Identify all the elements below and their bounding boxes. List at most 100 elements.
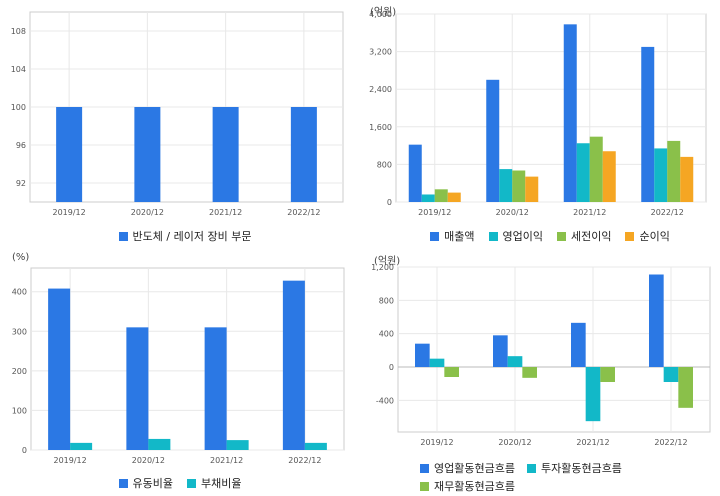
legend-label: 부채비율 [201,477,242,490]
unit-label: (억원) [370,7,397,18]
legend-label: 영업이익 [502,230,543,243]
legend-swatch [526,463,536,473]
y-tick-label: 400 [12,288,27,297]
y-tick-label: 108 [11,27,26,36]
y-tick-label: 100 [11,103,26,112]
y-tick-label: 0 [389,363,394,372]
chart-segment-revenue: 92 96 100 104 108 2019/12 2020/12 2021/12 2022/1… [0,0,360,248]
bar [571,322,586,367]
legend-label: 반도체 / 레이저 장비 부문 [132,230,252,243]
legend-item[interactable]: 순이익 [625,228,670,244]
bar [56,107,83,202]
y-tick-label: 0 [387,198,392,207]
x-tick-label: 2022/12 [654,438,687,447]
legend-item[interactable]: 반도체 / 레이저 장비 부문 [118,228,252,244]
bar [408,144,422,202]
legend-item[interactable]: 투자활동현금흐름 [526,460,622,476]
bar [680,156,694,202]
x-tick-label: 2019/12 [418,208,451,217]
y-tick-label: 800 [377,160,392,169]
bar [667,140,681,202]
legend-label: 세전이익 [571,230,612,243]
x-tick-label: 2020/12 [496,208,529,217]
y-tick-label: 2,400 [369,85,392,94]
chart-cashflow: (억원) -400 0 400 800 1,200 2019/12 2020/12 2021/… [360,248,720,496]
legend-item[interactable]: 매출액 [430,228,475,244]
x-tick-label: 2019/12 [54,456,87,465]
bar [421,194,435,202]
legend-swatch [625,231,635,241]
bar [212,107,239,202]
legend-swatch [187,478,196,488]
chart-legend: 매출액 영업이익 세전이익 순이익 [390,228,710,244]
bar [282,280,305,450]
bar [649,274,664,367]
y-tick-label: 96 [16,141,26,150]
y-tick-label: 200 [12,367,27,376]
legend-item[interactable]: 유동비율 [118,475,173,491]
x-tick-label: 2022/12 [287,208,320,217]
chart-plot: 92 96 100 104 108 2019/12 2020/12 2021/12 2022/1… [11,11,344,217]
x-tick-label: 2020/12 [132,456,165,465]
y-tick-label: 4,000 [369,10,392,19]
x-tick-label: 2019/12 [53,208,86,217]
legend-item[interactable]: 세전이익 [557,228,611,244]
bar [444,367,459,377]
bar [576,143,590,202]
bar [70,442,93,450]
legend-swatch [118,478,128,488]
legend-swatch [488,231,498,241]
chart-plot: 0 100 200 300 400 2019/12 2020/12 2021/12 2022/1… [12,267,345,465]
unit-label: (%) [12,252,30,263]
y-tick-label: -400 [376,396,394,405]
x-tick-label: 2021/12 [209,208,242,217]
bar [486,79,500,202]
bar [204,327,227,450]
x-tick-label: 2022/12 [288,456,321,465]
chart-plot: 0 800 1,600 2,400 3,200 4,000 2019/12 2020/12 20… [369,10,707,217]
bar [499,169,513,202]
legend-label: 재무활동현금흐름 [434,480,515,493]
legend-swatch [430,231,440,241]
y-tick-label: 3,200 [369,48,392,57]
legend-swatch [420,463,429,473]
bar [48,288,71,450]
bar [678,367,693,408]
y-tick-label: 800 [379,296,394,305]
chart-plot: -400 0 400 800 1,200 2019/12 2020/12 2021/12 202… [371,263,711,447]
bar [654,148,668,202]
y-tick-label: 104 [11,65,26,74]
bar [447,192,461,202]
bar [585,367,601,422]
legend-label: 유동비율 [132,477,173,490]
legend-item[interactable]: 재무활동현금흐름 [420,478,515,494]
unit-label: (억원) [374,256,401,267]
chart-legend: 유동비율 부채비율 [20,475,340,491]
x-tick-label: 2021/12 [210,456,243,465]
bar [493,335,508,367]
legend-item[interactable]: 부채비율 [187,475,241,491]
bar [641,46,655,203]
bar [148,438,171,450]
y-tick-label: 300 [12,327,27,336]
bar [434,189,448,202]
y-tick-label: 400 [379,330,394,339]
y-tick-label: 1,600 [369,123,392,132]
legend-item[interactable]: 영업활동현금흐름 [420,460,515,476]
bar [512,170,526,202]
legend-label: 투자활동현금흐름 [540,462,622,475]
bar [563,24,577,203]
bar [600,367,615,382]
bar [290,107,317,202]
legend-swatch [557,231,566,241]
x-tick-label: 2022/12 [651,208,684,217]
x-tick-label: 2021/12 [576,438,609,447]
legend-item[interactable]: 영업이익 [488,228,543,244]
legend-swatch [118,231,128,241]
bar [429,358,445,367]
x-tick-label: 2020/12 [498,438,531,447]
x-tick-label: 2019/12 [420,438,453,447]
bar [226,440,249,450]
legend-swatch [420,481,429,491]
